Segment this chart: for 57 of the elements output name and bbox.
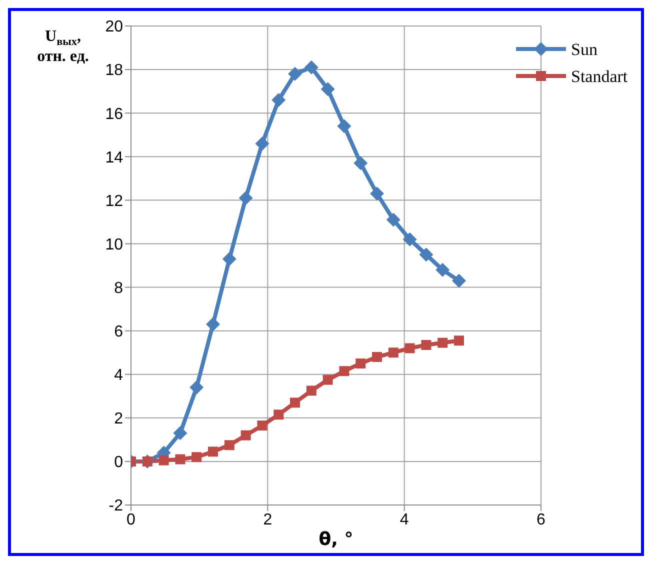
x-tick-label: 4 — [400, 511, 409, 528]
point — [290, 398, 300, 408]
point — [208, 446, 218, 457]
point — [356, 358, 366, 368]
point — [320, 82, 335, 96]
y-tick-label: -2 — [108, 498, 124, 515]
legend-label: Sun — [571, 40, 598, 59]
y-tick-label: 0 — [114, 454, 124, 472]
point — [452, 274, 466, 288]
y-tick-label: 2 — [114, 410, 124, 428]
point — [255, 136, 270, 151]
point — [206, 317, 220, 332]
point — [240, 430, 251, 440]
point — [257, 420, 268, 431]
point — [274, 410, 284, 420]
y-tick-label: 12 — [105, 192, 124, 210]
point — [454, 336, 464, 346]
y-tick-label: 16 — [105, 106, 124, 123]
point — [337, 119, 352, 134]
point — [354, 156, 368, 170]
point — [339, 366, 350, 376]
point — [402, 232, 417, 246]
point — [419, 248, 434, 262]
y-tick-label: 10 — [105, 236, 124, 254]
point — [370, 186, 384, 201]
y-tick-label: 8 — [114, 280, 124, 297]
point — [192, 452, 202, 462]
legend-label: Standart — [571, 67, 628, 86]
y-tick-label: 14 — [105, 149, 124, 166]
point — [222, 252, 236, 266]
point — [421, 340, 432, 350]
point — [372, 352, 382, 362]
point — [386, 212, 400, 227]
y-tick-label: 20 — [105, 18, 124, 36]
x-tick-label: 0 — [126, 511, 136, 528]
x-axis-title: θ, ° — [318, 529, 354, 550]
point — [306, 386, 316, 396]
x-tick-label: 6 — [536, 511, 546, 528]
y-axis-title: U$_{вых}$, отн. ед. — [37, 28, 89, 65]
x-tick-label: 2 — [263, 511, 272, 528]
y-tick-label: 6 — [114, 324, 124, 340]
point — [438, 338, 448, 348]
point — [158, 455, 169, 466]
point — [304, 60, 318, 74]
point — [404, 343, 415, 354]
point — [224, 440, 234, 450]
point — [288, 66, 302, 81]
y-tick-label: 4 — [114, 367, 124, 384]
point — [238, 191, 253, 206]
point — [175, 454, 186, 464]
point — [322, 374, 333, 385]
point — [272, 93, 286, 108]
y-tick-label: 18 — [105, 62, 124, 80]
point — [190, 380, 204, 394]
point — [436, 262, 450, 277]
point — [173, 426, 188, 440]
point — [388, 348, 398, 358]
